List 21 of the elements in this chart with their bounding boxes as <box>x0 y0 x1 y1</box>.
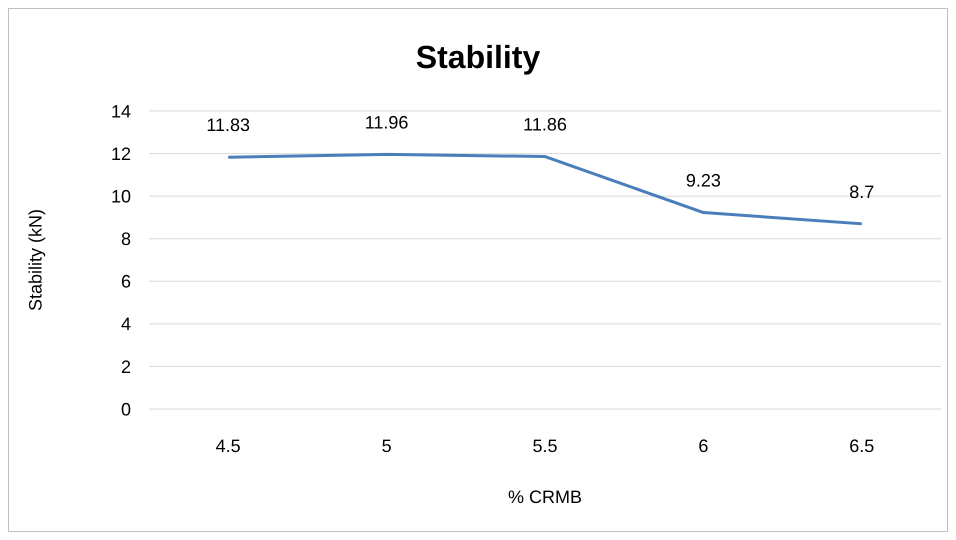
y-tick-label: 14 <box>110 101 131 122</box>
data-label: 11.83 <box>206 115 250 136</box>
chart-title: Stability <box>414 39 542 76</box>
y-tick-label: 6 <box>120 272 131 292</box>
x-tick-label: 5 <box>382 436 392 456</box>
y-tick-label: 0 <box>120 399 131 420</box>
y-tick-label: 4 <box>120 314 131 334</box>
x-tick-label: 4.5 <box>216 436 241 456</box>
x-tick-label: 5.5 <box>532 436 558 456</box>
x-tick-label: 6.5 <box>849 436 874 456</box>
data-label: 11.86 <box>523 114 567 135</box>
y-axis-title: Stability (kN) <box>25 208 46 312</box>
y-tick-label: 8 <box>120 229 131 250</box>
data-label: 11.96 <box>364 112 408 132</box>
y-tick-label: 12 <box>110 144 131 164</box>
y-tick-label: 10 <box>110 186 131 207</box>
data-label: 9.23 <box>686 170 721 191</box>
x-axis-title: % CRMB <box>508 487 582 507</box>
x-tick-label: 6 <box>698 436 708 456</box>
y-tick-label: 2 <box>120 356 131 377</box>
data-label: 8.7 <box>849 182 874 202</box>
